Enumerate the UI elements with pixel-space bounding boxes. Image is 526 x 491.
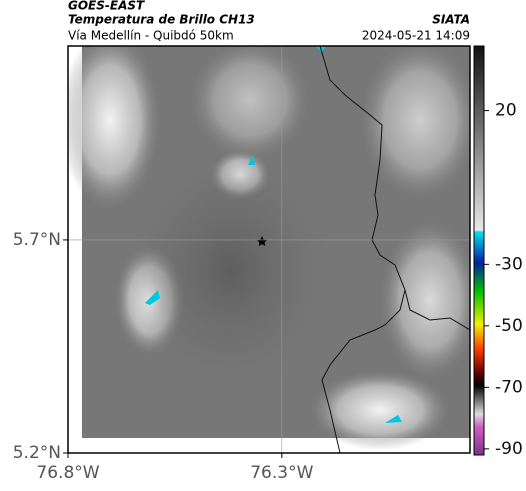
source: SIATA <box>432 13 470 27</box>
route: Vía Medellín - Quibdó 50km <box>68 29 234 43</box>
colorbar-label: 20 <box>495 101 517 121</box>
colorbar-label: -70 <box>495 377 523 397</box>
colorbar-label: -30 <box>495 254 523 274</box>
colorbar <box>473 45 485 456</box>
x-tick-label: 76.8°W <box>36 463 99 483</box>
satellite-image <box>68 46 470 453</box>
product: Temperatura de Brillo CH13 <box>68 13 255 27</box>
satellite: GOES-EAST <box>68 0 145 13</box>
colorbar-label: -90 <box>495 439 523 459</box>
y-tick-label: 5.7°N <box>13 230 61 250</box>
y-tick-label: 5.2°N <box>13 443 61 463</box>
datetime: 2024-05-21 14:09 <box>362 29 470 43</box>
x-tick-label: 76.3°W <box>250 463 313 483</box>
colorbar-label: -50 <box>495 316 523 336</box>
map-frame <box>67 45 471 454</box>
